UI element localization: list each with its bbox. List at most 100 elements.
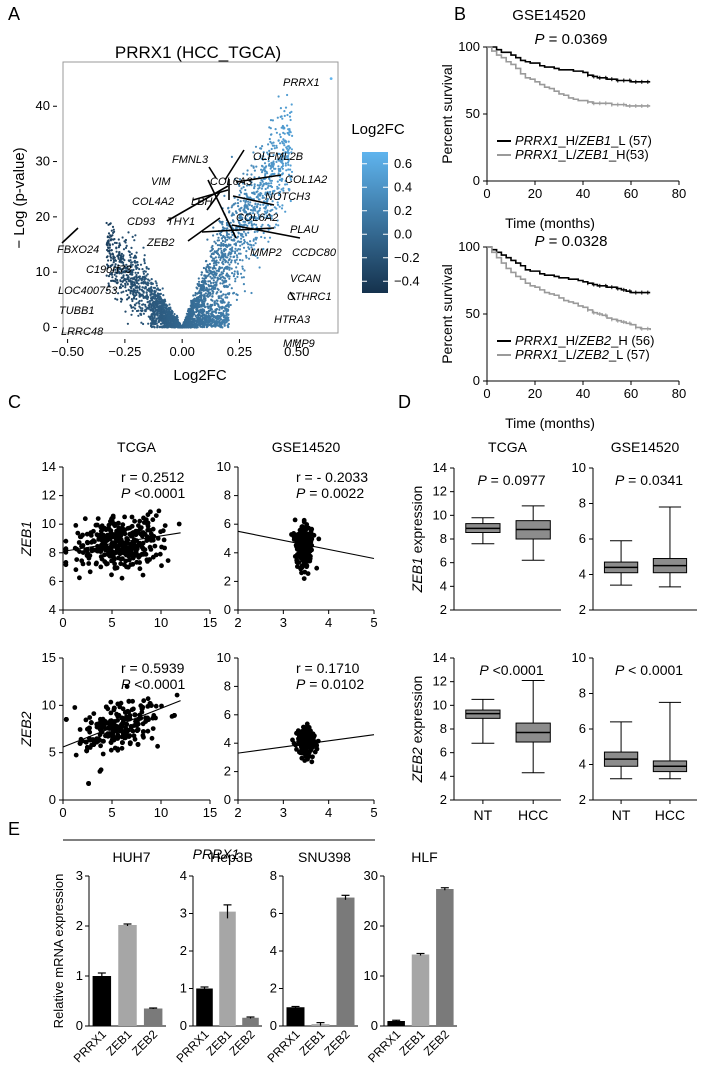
volcano-point — [238, 184, 241, 187]
scatter-point — [141, 729, 146, 734]
label-part: P — [535, 31, 545, 48]
volcano-point — [234, 280, 237, 283]
volcano-point — [272, 162, 275, 165]
volcano-point — [228, 266, 231, 269]
volcano-point — [231, 272, 234, 275]
volcano-point — [214, 272, 217, 275]
scatter-point — [91, 742, 97, 747]
volcano-point — [193, 297, 196, 300]
y-tick-label: 100 — [458, 239, 480, 254]
y-tick-label: 0 — [473, 173, 480, 188]
volcano-point — [240, 206, 243, 209]
volcano-point — [222, 276, 225, 279]
volcano-point — [150, 288, 153, 291]
volcano-point — [217, 311, 221, 315]
volcano-point — [259, 155, 262, 158]
volcano-point — [260, 215, 263, 218]
volcano-point — [229, 252, 232, 255]
scatter-point — [110, 513, 116, 519]
volcano-point — [279, 135, 282, 139]
volcano-point — [107, 249, 111, 252]
volcano-point — [232, 292, 235, 295]
volcano-point — [127, 231, 130, 234]
scatter-point — [302, 747, 308, 753]
volcano-point — [117, 292, 120, 295]
p-value: P <0.0001 — [479, 662, 543, 678]
volcano-point — [216, 291, 219, 294]
volcano-point — [130, 313, 133, 316]
volcano-point — [213, 321, 216, 324]
bar-zeb2 — [242, 1017, 259, 1026]
scatter-point — [153, 513, 159, 518]
volcano-point — [268, 163, 271, 166]
y-tick-label: 0 — [371, 1018, 378, 1033]
volcano-point — [129, 304, 132, 307]
y-tick-label: 4 — [224, 735, 231, 750]
volcano-point — [232, 220, 235, 223]
box-hcc — [515, 505, 551, 561]
scatter-point — [91, 711, 97, 716]
volcano-point — [256, 205, 259, 208]
y-tick-label: 6 — [440, 745, 447, 760]
scatter-point — [115, 736, 120, 741]
volcano-point — [142, 296, 145, 299]
volcano-point — [225, 279, 228, 282]
volcano-point — [243, 192, 246, 195]
volcano-point — [249, 208, 253, 212]
volcano-point — [227, 233, 230, 236]
volcano-point — [197, 280, 201, 283]
volcano-point — [129, 286, 132, 289]
scatter-point — [103, 527, 109, 533]
volcano-point — [223, 324, 226, 327]
box-nt — [465, 517, 501, 545]
volcano-point — [284, 106, 288, 109]
volcano-point — [217, 256, 220, 259]
volcano-point — [129, 289, 132, 292]
scatter-point — [98, 524, 104, 530]
legend-entry: PRRX1_H/ZEB2_H (56) — [515, 333, 654, 348]
volcano-point — [212, 266, 215, 269]
volcano-point — [142, 270, 145, 273]
volcano-point — [255, 165, 258, 168]
volcano-point — [231, 233, 234, 237]
scatter-point — [84, 748, 90, 754]
volcano-point — [246, 224, 249, 227]
volcano-point — [219, 220, 223, 224]
volcano-point — [245, 256, 248, 259]
volcano-point — [242, 220, 245, 223]
volcano-point — [228, 277, 231, 280]
scatter-point — [176, 521, 182, 527]
volcano-point — [263, 182, 266, 185]
volcano-point — [229, 221, 232, 224]
volcano-point — [120, 258, 123, 261]
volcano-point — [194, 299, 197, 302]
scatter-point — [112, 566, 118, 571]
volcano-point — [234, 261, 237, 264]
scatter-point — [132, 712, 138, 718]
scatter-point — [115, 746, 120, 752]
x-tick-label: 0.50 — [284, 344, 309, 359]
scatter-points — [289, 517, 322, 581]
volcano-point — [113, 288, 116, 291]
volcano-point — [112, 279, 115, 282]
volcano-point — [284, 151, 287, 154]
label-part: PRRX1 — [515, 133, 558, 148]
volcano-point — [280, 166, 283, 169]
volcano-point — [228, 236, 231, 239]
y-tick-label: 4 — [224, 545, 231, 560]
volcano-point — [276, 116, 279, 119]
volcano-point — [287, 173, 291, 176]
volcano-point — [157, 300, 161, 303]
scatter-point — [308, 531, 314, 537]
volcano-point — [215, 263, 218, 267]
volcano-point — [241, 224, 244, 227]
volcano-point — [211, 289, 214, 293]
bar-prrx1 — [92, 976, 112, 1026]
gene-label: C19orf73 — [86, 264, 132, 276]
volcano-point — [217, 321, 220, 324]
volcano-point — [144, 303, 147, 306]
volcano-point — [268, 236, 272, 239]
volcano-point — [197, 296, 200, 299]
volcano-point — [253, 169, 256, 172]
